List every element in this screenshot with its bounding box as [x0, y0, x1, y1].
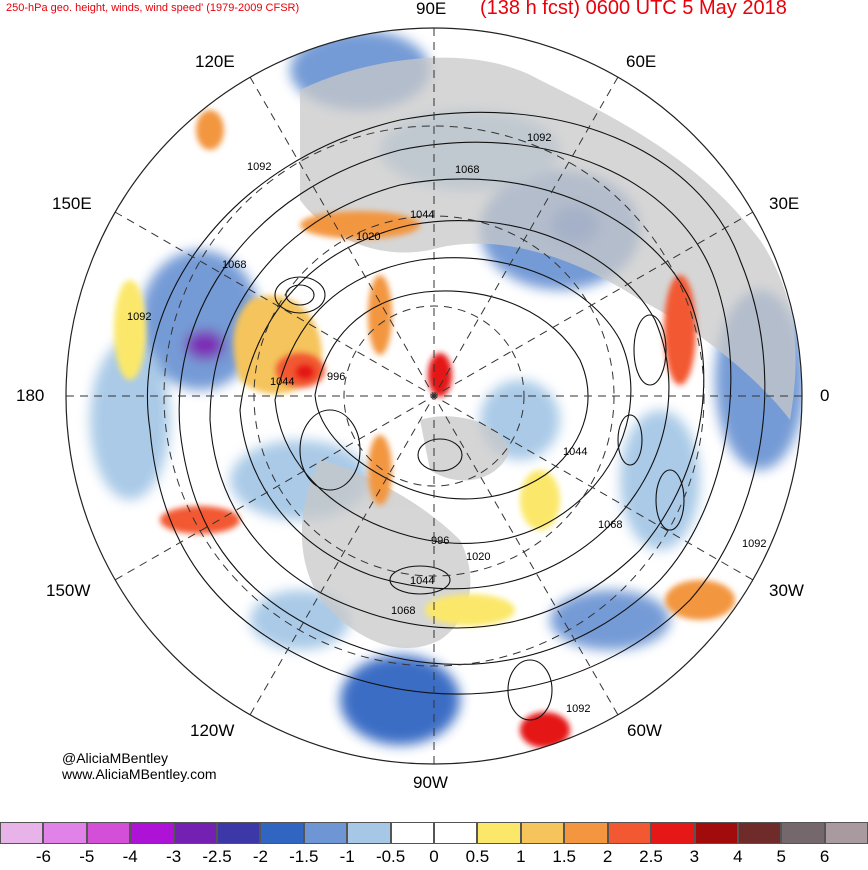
lon-label-180: 180 [16, 386, 45, 405]
colorbar-tick-label: -6 [35, 847, 51, 866]
map-title: 250-hPa geo. height, winds, wind speed' … [6, 2, 300, 14]
contour-label: 996 [431, 535, 449, 547]
lon-label-60w: 60W [627, 721, 662, 740]
colorbar-tick-label: -2 [252, 847, 268, 866]
lon-label-150w: 150W [46, 581, 91, 600]
colorbar-swatch [173, 822, 218, 844]
contour-label: 1020 [356, 231, 380, 243]
lon-label-0: 0 [820, 386, 830, 405]
colorbar-swatch [824, 822, 868, 844]
colorbar-tick-label: -5 [79, 847, 95, 866]
colorbar-swatch [390, 822, 435, 844]
contour-label: 1020 [466, 551, 490, 563]
colorbar-labels: -6 -5 -4 -3 -2.5 -2 -1.5 -1 -0.5 0 0.5 1 1.5 2 2.5 3 4 5 6 [0, 847, 868, 866]
lon-label-60e: 60E [626, 52, 657, 71]
lon-label-30w: 30W [769, 581, 804, 600]
colorbar-tick-label: 3 [689, 847, 700, 866]
colorbar-tick-label: -4 [122, 847, 138, 866]
lon-label-30e: 30E [769, 194, 800, 213]
contour-label: 1044 [410, 209, 434, 221]
colorbar-tick-label: 2 [602, 847, 613, 866]
height-contours [146, 111, 766, 721]
map-disk: 1092 1092 1092 1092 1092 1068 1068 1068 … [66, 28, 802, 764]
contour-label: 1044 [270, 376, 294, 388]
colorbar-swatch [434, 822, 478, 844]
colorbar-swatch [130, 822, 174, 844]
colorbar-tick-label: 0 [429, 847, 439, 866]
contour-label: 1092 [527, 132, 551, 144]
contour-label: 1068 [455, 164, 479, 176]
colorbar-tick-label: 1 [516, 847, 526, 866]
credit-handle: @AliciaMBentley [62, 750, 169, 766]
colorbar-swatch [217, 822, 261, 844]
lon-label-120e: 120E [195, 52, 235, 71]
colorbar-tick-label: 2.5 [639, 847, 663, 866]
colorbar-swatch [781, 822, 825, 844]
colorbar-swatch [607, 822, 652, 844]
contour-label: 1044 [563, 446, 587, 458]
forecast-time: (138 h fcst) 0600 UTC 5 May 2018 [480, 0, 787, 19]
colorbar-swatch [303, 822, 348, 844]
colorbar-tick-label: 1.5 [552, 847, 577, 866]
colorbar [0, 822, 868, 844]
colorbar-swatch [0, 822, 44, 844]
colorbar-swatch [43, 822, 87, 844]
colorbar-tick-label: -0.5 [375, 847, 406, 866]
colorbar-tick-label: 5 [776, 847, 786, 866]
colorbar-tick-label: -1 [339, 847, 355, 866]
contour-label: 1068 [598, 519, 622, 531]
colorbar-swatch [86, 822, 131, 844]
colorbar-tick-label: 4 [733, 847, 743, 866]
lon-label-150e: 150E [52, 194, 92, 213]
colorbar-tick-label: -3 [166, 847, 182, 866]
colorbar-swatch [347, 822, 391, 844]
credit-website[interactable]: www.AliciaMBentley.com [62, 766, 217, 782]
colorbar-swatch [564, 822, 608, 844]
contour-label: 1068 [391, 605, 415, 617]
lon-label-90e: 90E [416, 0, 447, 18]
contour-label: 996 [327, 371, 345, 383]
colorbar-tick-label: 0.5 [465, 847, 490, 866]
colorbar-swatch [651, 822, 695, 844]
colorbar-swatch [260, 822, 304, 844]
contour-label: 1092 [742, 538, 766, 550]
lon-label-120w: 120W [190, 721, 235, 740]
colorbar-tick-label: -2.5 [202, 847, 232, 866]
contour-label: 1044 [410, 575, 434, 587]
colorbar-swatch [520, 822, 565, 844]
graticule [66, 28, 802, 764]
contour-label-group: 1092 1092 1092 1092 1092 1068 1068 1068 … [127, 132, 766, 715]
contour-label: 1068 [222, 259, 246, 271]
contour-label: 1092 [247, 161, 271, 173]
colorbar-tick-label: 6 [819, 847, 830, 866]
colorbar-swatch [477, 822, 521, 844]
contour-label: 1092 [127, 311, 151, 323]
colorbar-swatch [737, 822, 782, 844]
map-border [65, 27, 803, 765]
colorbar-tick-label: -1.5 [289, 847, 319, 866]
contour-label: 1092 [566, 703, 590, 715]
lon-label-90w: 90W [413, 773, 448, 792]
positive-anomaly-shading [114, 110, 735, 748]
colorbar-swatch [694, 822, 738, 844]
